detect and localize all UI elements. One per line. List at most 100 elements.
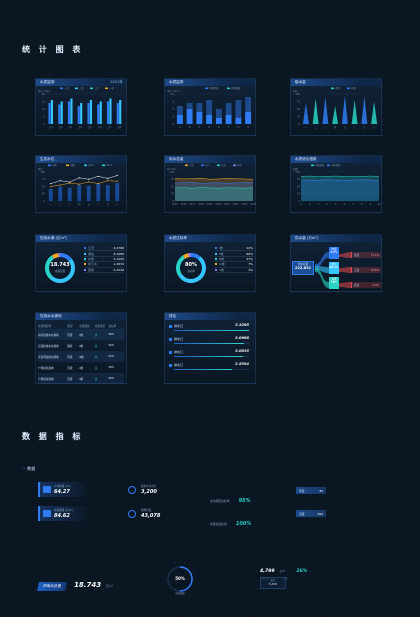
mini-label: 总计	[270, 579, 276, 582]
unit-label: 单位	[38, 167, 43, 171]
donut-slice	[58, 253, 60, 258]
panel-title: 水质监测	[169, 80, 184, 84]
legend-row: Ⅰ类 12%	[215, 246, 253, 252]
x-tick-label: 八	[373, 126, 376, 129]
x-tick-label: 七	[363, 125, 366, 129]
stat-pct: 26%	[296, 569, 308, 574]
bar	[77, 106, 80, 124]
legend-label: Ⅳ类	[219, 262, 225, 267]
legend-label: 同期	[351, 86, 356, 90]
legend-label: 2020	[88, 164, 95, 167]
metric4-value: 43,078	[141, 513, 161, 519]
spike	[361, 96, 368, 124]
legend-label: Ⅰ类	[219, 246, 223, 251]
source-table: 水源地名称 类型 水质级别 水质状况 达标率 水库饮用水水源地 河流 Ⅱ类良 98% 东湖饮用水水…	[36, 320, 126, 386]
gauge-ring	[167, 566, 193, 592]
bar	[106, 101, 110, 124]
legend-swatch	[84, 164, 87, 167]
x-tick-label: 五	[88, 203, 91, 206]
x-tick-label: 三	[69, 203, 72, 206]
table-row[interactable]: 东湖饮用水水源地 湖库 Ⅱ类 良 96%	[38, 340, 124, 351]
rank-row: 排水口 3.3265	[169, 323, 251, 336]
chip-2[interactable]: 月度 500	[296, 510, 326, 517]
series-line	[50, 175, 118, 184]
x-tick-label: H	[247, 126, 249, 129]
table-cell: 良	[94, 333, 98, 337]
panel-title: 饮用水水源地	[40, 314, 62, 318]
x-tick-label: G	[237, 126, 239, 129]
panel-title: 水质达标率	[169, 236, 187, 240]
sankey-right-node: 生活 77.1%	[351, 252, 381, 258]
data-point	[50, 185, 52, 188]
legend-swatch	[215, 268, 217, 271]
card2-icon	[43, 510, 51, 517]
spike	[341, 95, 348, 124]
chip2-label: 月度	[299, 511, 305, 516]
panel-header: 用水总量	[165, 156, 255, 163]
y-tick-label: 100	[295, 93, 300, 96]
bar	[58, 186, 63, 201]
x-tick-label: 2018	[198, 203, 205, 206]
bar	[115, 183, 120, 201]
line-chart-panel: 生态水位 当期 同期 2020 2021 单位 0 25 50 75 100 一 二 三 四 五 六 七 八	[35, 155, 127, 213]
x-tick-label: 一	[50, 203, 53, 206]
series-line	[174, 182, 254, 184]
legend-label: 同期数据	[231, 86, 241, 90]
series-area	[301, 179, 379, 201]
unit-label: 指数	[293, 167, 298, 171]
x-tick-label: 2	[309, 203, 311, 206]
legend-label: Ⅲ类	[219, 256, 225, 261]
table-cell: 良	[94, 344, 98, 348]
x-tick-label: 八	[116, 203, 119, 206]
legend-swatch	[201, 164, 204, 167]
area-chart-panel-1: 用水总量 生活 生产 生态 其他 10^4m³ 0 25 50 75 100 2015 2016 201…	[164, 155, 257, 213]
table-row[interactable]: 水库饮用水水源地 河流 Ⅱ类 良 98%	[38, 329, 124, 340]
bar	[225, 115, 232, 124]
table-cell: 98%	[108, 366, 115, 369]
chip2-value: 500	[317, 511, 323, 516]
x-tick-label: D	[208, 126, 210, 129]
legend-label: 一般	[109, 86, 114, 90]
donut2-center-label: 达标率	[187, 270, 195, 273]
metric3-value: 3,200	[141, 489, 157, 495]
total-banner: 供用水总量 18.743 亿m³	[37, 572, 113, 591]
table-row[interactable]: 广场某水源地 河流 Ⅱ类 良 96%	[38, 373, 124, 384]
bar	[196, 112, 203, 124]
bar	[235, 118, 242, 124]
y-tick-label: 0	[298, 123, 300, 126]
sankey-mid-value: 70%	[330, 281, 338, 284]
series-line	[300, 179, 380, 181]
data-point	[107, 180, 109, 182]
legend-row: Ⅱ类 60%	[215, 251, 253, 257]
legend-swatch	[84, 257, 86, 260]
card2-value: 84.62	[54, 513, 70, 519]
donut1-legend: 江河 2.4766 湖泊 8.1086 水库 5.1056 地下水 1.2634 其他 0.324…	[84, 246, 124, 273]
donut-panel-1: 饮用水源 (亿m³) 18.743 水源总量 江河 2.4766 湖泊 8.1086 水…	[35, 234, 127, 292]
panel-title: 饮用水源	[40, 236, 55, 240]
table-row[interactable]: 大溪河饮用水源地 河流 Ⅲ类 中 95%	[38, 351, 124, 362]
donut-chart-2	[176, 253, 206, 283]
rank-icon	[169, 351, 172, 354]
legend-swatch	[105, 87, 108, 90]
table-cell: 大溪河饮用水源地	[38, 355, 59, 359]
metric-card-1: 人均水量 (m³) 64.27	[38, 482, 86, 497]
table-cell: 96%	[108, 377, 115, 380]
rank-icon	[169, 338, 172, 341]
legend-value: 27%	[246, 256, 253, 261]
table-row[interactable]: 广场某水源地 河流 Ⅱ类 良 98%	[38, 362, 124, 373]
x-tick-label: B	[189, 126, 191, 129]
unit-label: 单位: 10^4	[167, 89, 180, 93]
legend-label: 二类	[79, 86, 84, 90]
y-tick-label: 100	[295, 171, 300, 174]
legend-swatch	[84, 252, 86, 255]
panel-header: 水质达标率	[165, 235, 255, 242]
series-line	[300, 175, 380, 177]
panel-header: 取水量	[291, 79, 381, 86]
year-select[interactable]: 2021年	[110, 80, 123, 84]
table-cell: 96%	[108, 344, 115, 347]
metric-6: 水质优良比例 100%	[210, 510, 251, 529]
rank-fill	[174, 369, 232, 371]
chip-1[interactable]: 年度 80	[296, 487, 326, 494]
bar	[87, 103, 90, 124]
x-tick-label: 5	[335, 203, 337, 206]
